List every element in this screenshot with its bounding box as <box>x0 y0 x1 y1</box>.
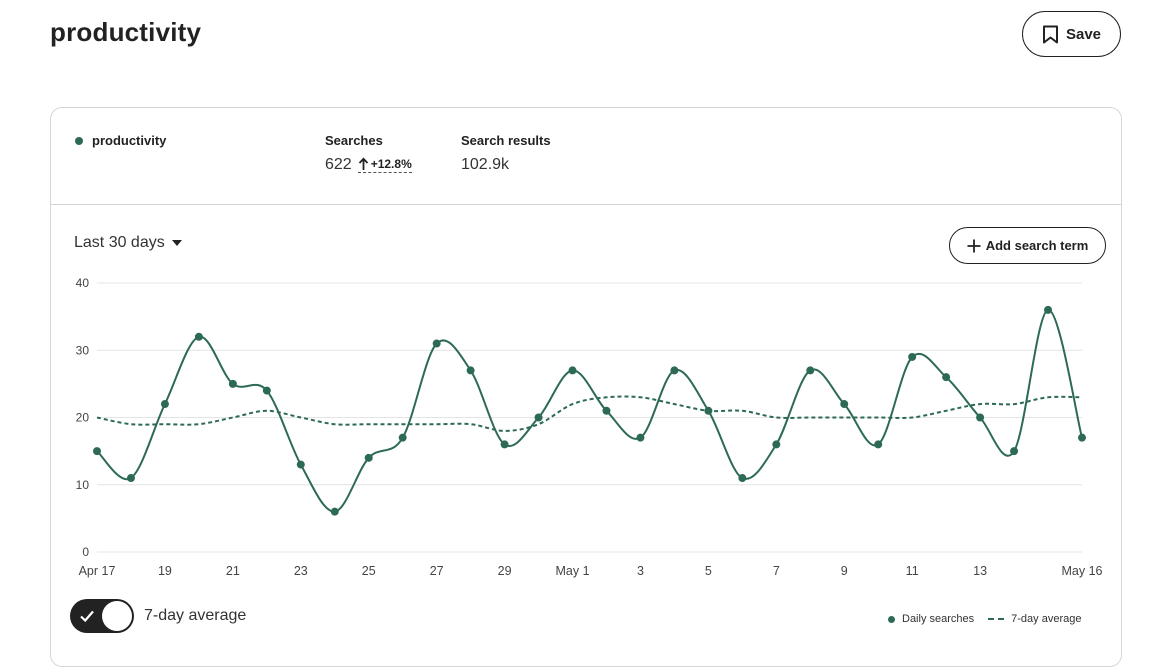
searches-stat: Searches 622 +12.8% <box>325 133 412 174</box>
x-tick-label: May 16 <box>1062 564 1103 578</box>
y-tick-label: 20 <box>76 411 90 425</box>
daily-point[interactable] <box>908 352 917 361</box>
x-tick-label: 13 <box>973 564 987 578</box>
daily-point[interactable] <box>228 379 237 388</box>
average-toggle: 7-day average <box>70 599 246 633</box>
daily-point[interactable] <box>500 440 509 449</box>
x-tick-label: 19 <box>158 564 172 578</box>
average-toggle-switch[interactable] <box>70 599 134 633</box>
daily-point[interactable] <box>1044 305 1053 314</box>
results-label: Search results <box>461 133 551 148</box>
page-title: productivity <box>50 17 202 47</box>
searches-label: Searches <box>325 133 383 148</box>
trend-chart: 0 10 20 30 40 Apr 17 19 21 23 25 27 29 May 1 3 5 7 9 11 1… <box>76 276 1103 578</box>
daily-point[interactable] <box>126 474 135 483</box>
search-term-label: productivity <box>92 133 167 148</box>
daily-point[interactable] <box>976 413 985 422</box>
legend-label-average: 7-day average <box>1011 613 1082 625</box>
results-stat: Search results 102.9k <box>461 133 551 174</box>
results-value: 102.9k <box>461 156 510 173</box>
trend-card: productivity Searches 622 +12.8% Search … <box>50 107 1122 667</box>
x-tick-label: 29 <box>498 564 512 578</box>
average-toggle-label: 7-day average <box>144 607 247 624</box>
x-tick-label: 3 <box>637 564 644 578</box>
daily-point[interactable] <box>806 366 815 375</box>
average-line <box>96 395 1083 432</box>
x-tick-label: 5 <box>705 564 712 578</box>
x-tick-label: 21 <box>226 564 240 578</box>
date-range-label: Last 30 days <box>74 234 165 251</box>
caret-down-icon <box>171 240 182 246</box>
search-term: productivity <box>75 133 166 148</box>
save-button[interactable]: Save <box>1022 11 1121 57</box>
daily-point[interactable] <box>942 373 951 382</box>
daily-point[interactable] <box>466 366 475 375</box>
series-color-dot <box>75 136 83 145</box>
x-tick-label: 23 <box>294 564 308 578</box>
daily-point[interactable] <box>840 400 849 409</box>
chart-grid <box>97 282 1082 553</box>
daily-point[interactable] <box>1078 433 1086 442</box>
y-axis-ticks: 0 10 20 30 40 <box>76 276 90 559</box>
x-tick-label: 27 <box>430 564 444 578</box>
daily-point[interactable] <box>262 386 271 395</box>
legend-item-daily: Daily searches <box>888 613 974 625</box>
daily-point[interactable] <box>432 339 441 348</box>
daily-point[interactable] <box>738 474 747 483</box>
y-tick-label: 10 <box>76 478 90 492</box>
daily-point[interactable] <box>160 400 169 409</box>
x-tick-label: Apr 17 <box>79 564 116 578</box>
x-axis-ticks: Apr 17 19 21 23 25 27 29 May 1 3 5 7 9 11 13 May 16 <box>79 564 1103 578</box>
average-series <box>96 395 1083 432</box>
y-tick-label: 30 <box>76 343 90 357</box>
add-search-term-label: Add search term <box>985 238 1089 253</box>
legend-label-daily: Daily searches <box>902 613 975 625</box>
daily-point[interactable] <box>398 433 407 442</box>
add-search-term-button[interactable]: Add search term <box>949 227 1106 264</box>
arrow-up-icon <box>358 157 368 170</box>
legend-dot-icon <box>888 615 895 623</box>
daily-point[interactable] <box>636 433 645 442</box>
daily-point[interactable] <box>772 440 781 449</box>
chart-legend: Daily searches 7-day average <box>888 613 1095 625</box>
date-range-dropdown[interactable]: Last 30 days <box>74 234 182 252</box>
x-tick-label: May 1 <box>555 564 589 578</box>
legend-dash-icon <box>988 618 1005 620</box>
daily-point[interactable] <box>1010 447 1019 456</box>
x-tick-label: 25 <box>362 564 376 578</box>
daily-point[interactable] <box>602 406 611 415</box>
stats-row: productivity Searches 622 +12.8% Search … <box>51 108 1121 205</box>
plus-icon <box>967 239 981 252</box>
check-icon <box>80 610 94 623</box>
daily-point[interactable] <box>93 447 101 456</box>
daily-point[interactable] <box>364 453 373 462</box>
y-tick-label: 40 <box>76 276 90 290</box>
toggle-knob <box>102 601 132 631</box>
daily-point[interactable] <box>704 406 713 415</box>
daily-point[interactable] <box>874 440 883 449</box>
daily-point[interactable] <box>568 366 577 375</box>
daily-point[interactable] <box>194 332 203 341</box>
daily-point[interactable] <box>296 460 305 469</box>
x-tick-label: 7 <box>773 564 780 578</box>
daily-point[interactable] <box>534 413 543 422</box>
searches-change[interactable]: +12.8% <box>357 157 412 173</box>
save-button-label: Save <box>1065 25 1102 43</box>
bookmark-icon <box>1042 25 1058 43</box>
y-tick-label: 0 <box>82 545 89 559</box>
x-tick-label: 11 <box>906 564 919 578</box>
daily-line <box>96 308 1083 513</box>
daily-series <box>93 305 1086 516</box>
legend-item-average: 7-day average <box>988 613 1081 625</box>
daily-point[interactable] <box>330 507 339 516</box>
searches-change-value: +12.8% <box>370 157 412 171</box>
daily-point[interactable] <box>670 366 679 375</box>
searches-value: 622 <box>325 156 352 173</box>
x-tick-label: 9 <box>841 564 848 578</box>
